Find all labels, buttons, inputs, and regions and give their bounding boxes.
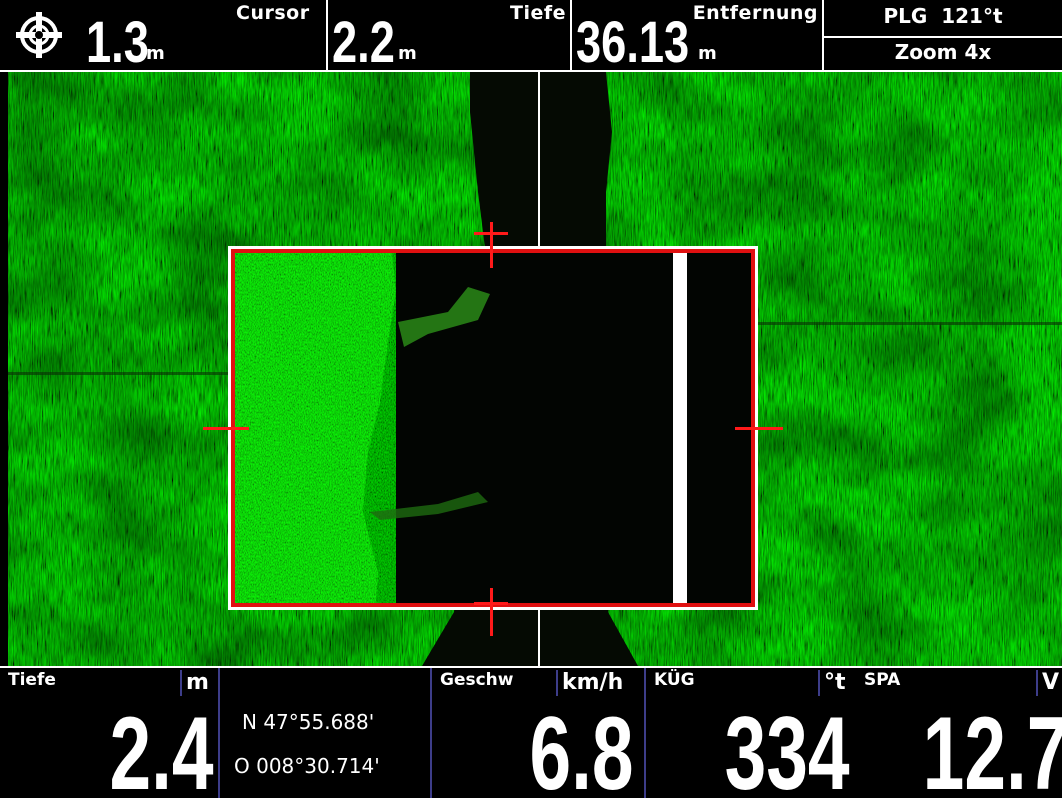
- cog-value: 334: [725, 696, 850, 798]
- depth-label: Tiefe: [509, 2, 566, 24]
- speed-label: Geschw: [440, 670, 514, 690]
- bearing-readout: PLG 121°t: [883, 4, 1003, 28]
- depth-panel-unit: m: [180, 670, 209, 696]
- depth-cell: 2.2 m Tiefe: [326, 0, 570, 75]
- sog-unit: V: [1036, 670, 1059, 696]
- divider: [218, 668, 220, 798]
- bearing-zoom-cell: PLG 121°t Zoom 4x: [822, 0, 1062, 70]
- distance-value: 36.13: [576, 10, 690, 75]
- distance-unit: m: [698, 43, 717, 64]
- depth-unit: m: [398, 43, 417, 64]
- depth-panel-label: Tiefe: [8, 670, 56, 690]
- sog-value: 12.7: [922, 696, 1062, 798]
- sog-label: SPA: [864, 670, 901, 690]
- cog-unit: °t: [818, 670, 846, 696]
- cog-label: KÜG: [654, 670, 695, 690]
- cursor-depth-unit: m: [146, 43, 165, 64]
- cog-panel: KÜG °t 334: [646, 668, 856, 798]
- speed-panel: Geschw km/h 6.8: [432, 668, 644, 798]
- divider: [644, 668, 646, 798]
- cursor-label: Cursor: [236, 2, 310, 24]
- divider: [430, 668, 432, 798]
- speed-unit: km/h: [556, 670, 623, 696]
- cursor-crosshair[interactable]: [203, 222, 783, 636]
- zoom-inset: [228, 246, 758, 610]
- latitude: N 47°55.688': [242, 710, 375, 734]
- depth-panel-value: 2.4: [109, 696, 214, 798]
- sog-panel: SPA V 12.7: [856, 668, 1062, 798]
- distance-label: Entfernung: [692, 2, 818, 24]
- sonar-image: [8, 72, 1062, 666]
- top-data-bar: 1.3 m 2.2 m Tiefe Cursor 36.13 m Entfern…: [0, 0, 1062, 72]
- depth-value: 2.2: [332, 10, 395, 75]
- sonar-view[interactable]: [8, 72, 1062, 666]
- divider: [824, 36, 1062, 38]
- bottom-data-bar: Tiefe m 2.4 N 47°55.688' O 008°30.714' G…: [0, 666, 1062, 798]
- longitude: O 008°30.714': [234, 754, 380, 778]
- cursor-target-icon[interactable]: [14, 10, 64, 60]
- zoom-level: Zoom 4x: [894, 40, 992, 64]
- cursor-depth-value: 1.3: [86, 10, 149, 75]
- distance-cell: 36.13 m Entfernung: [570, 0, 822, 75]
- depth-panel: Tiefe m 2.4: [0, 668, 218, 798]
- speed-value: 6.8: [529, 696, 634, 798]
- position-panel: N 47°55.688' O 008°30.714': [220, 668, 430, 798]
